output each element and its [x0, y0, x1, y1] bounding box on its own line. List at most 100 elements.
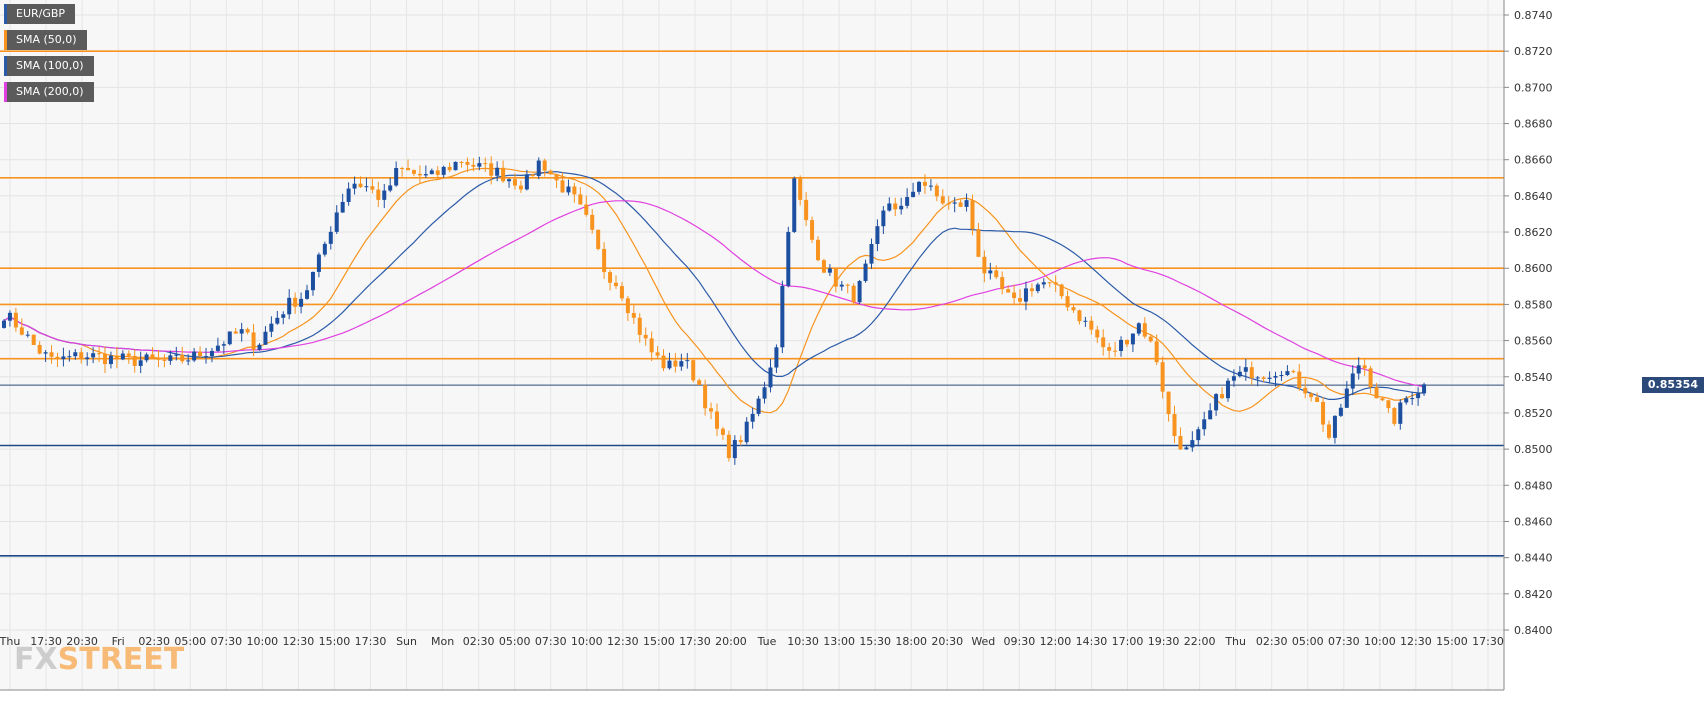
candle-body — [982, 256, 987, 274]
candle-body — [209, 350, 214, 357]
candle-body — [91, 353, 96, 358]
candle-body — [887, 203, 892, 211]
candle-body — [394, 168, 399, 186]
x-tick-label: 20:30 — [931, 635, 963, 648]
candle-body — [619, 286, 624, 299]
candle-body — [275, 317, 280, 324]
x-tick-label: 10:30 — [787, 635, 819, 648]
candle-body — [1012, 292, 1017, 299]
candle-body — [346, 188, 351, 202]
x-tick-label: Mon — [431, 635, 454, 648]
candle-body — [37, 345, 42, 354]
candle-body — [518, 185, 523, 190]
candle-body — [1410, 398, 1415, 400]
y-tick-label: 0.8480 — [1514, 479, 1553, 492]
candle-body — [827, 268, 832, 273]
candle-body — [417, 173, 422, 176]
candle-body — [578, 194, 583, 205]
candle-body — [1059, 284, 1064, 297]
x-tick-label: 12:00 — [1040, 635, 1072, 648]
candle-body — [406, 168, 411, 171]
candle-body — [103, 354, 108, 365]
y-tick-label: 0.8740 — [1514, 9, 1553, 22]
legend-item-eurgbp[interactable]: EUR/GBP — [4, 4, 76, 24]
candle-body — [215, 345, 220, 351]
candle-body — [1350, 373, 1355, 389]
candle-body — [168, 355, 173, 361]
candle-body — [67, 356, 72, 358]
legend-item-sma200[interactable]: SMA (200,0) — [4, 82, 94, 102]
candle-body — [1095, 329, 1100, 338]
sma-100-line — [3, 171, 1425, 400]
candle-body — [911, 191, 916, 198]
y-tick-label: 0.8700 — [1514, 81, 1553, 94]
candle-body — [1261, 377, 1266, 379]
candle-body — [376, 189, 381, 200]
legend-label: SMA (50,0) — [16, 33, 77, 46]
candle-body — [233, 331, 238, 334]
candle-body — [310, 271, 315, 291]
candle-body — [869, 244, 874, 264]
candle-body — [685, 360, 690, 362]
candle-body — [637, 317, 642, 335]
candle-body — [679, 361, 684, 367]
candle-body — [221, 344, 226, 346]
candle-body — [1124, 339, 1129, 345]
y-tick-label: 0.8440 — [1514, 552, 1553, 565]
candle-body — [400, 168, 405, 170]
candle-body — [1065, 296, 1070, 308]
legend-label: SMA (200,0) — [16, 85, 84, 98]
candle-body — [857, 281, 862, 303]
y-tick-label: 0.8520 — [1514, 407, 1553, 420]
y-tick-label: 0.8400 — [1514, 624, 1553, 637]
x-tick-label: 07:30 — [210, 635, 242, 648]
x-tick-label: 13:00 — [823, 635, 855, 648]
candle-body — [1047, 282, 1052, 284]
candle-body — [423, 174, 428, 176]
candle-body — [198, 351, 203, 357]
candle-body — [251, 332, 256, 350]
y-axis: 0.8740 0.8720 0.8700 0.8680 0.8660 0.8640 0.86… — [1503, 0, 1553, 690]
candle-body — [97, 353, 102, 355]
legend-item-sma100[interactable]: SMA (100,0) — [4, 56, 94, 76]
candle-body — [239, 329, 244, 334]
y-tick-label: 0.8500 — [1514, 443, 1553, 456]
candle-body — [1083, 320, 1088, 322]
candle-body — [1326, 424, 1331, 438]
candle-body — [192, 351, 197, 361]
candle-body — [810, 220, 815, 240]
x-tick-label: 12:30 — [607, 635, 639, 648]
candle-body — [1071, 307, 1076, 311]
candle-body — [108, 355, 113, 365]
legend-item-sma50[interactable]: SMA (50,0) — [4, 30, 87, 50]
candle-body — [530, 174, 535, 177]
candle-body — [590, 214, 595, 230]
candle-body — [1172, 414, 1177, 437]
candle-body — [964, 200, 969, 207]
candle-body — [845, 284, 850, 286]
candle-body — [388, 185, 393, 191]
candle-body — [13, 312, 18, 328]
candle-body — [762, 387, 767, 399]
candle-body — [1404, 398, 1409, 403]
x-tick-label: 22:00 — [1184, 635, 1216, 648]
candle-body — [334, 212, 339, 232]
candle-body — [299, 298, 304, 307]
candle-body — [1374, 387, 1379, 399]
candle-body — [774, 347, 779, 368]
candle-body — [554, 174, 559, 181]
candle-body — [1018, 298, 1023, 302]
candle-body — [1267, 377, 1272, 379]
candle-body — [73, 352, 78, 357]
candle-body — [1113, 350, 1118, 352]
candle-body — [138, 360, 143, 366]
candle-body — [1148, 336, 1153, 342]
x-tick-label: Tue — [757, 635, 777, 648]
candle-body — [780, 285, 785, 348]
candle-body — [1297, 371, 1302, 388]
candle-body — [512, 179, 517, 186]
candle-body — [1214, 394, 1219, 411]
candle-body — [114, 355, 119, 360]
candle-body — [7, 312, 12, 321]
candle-body — [922, 181, 927, 186]
